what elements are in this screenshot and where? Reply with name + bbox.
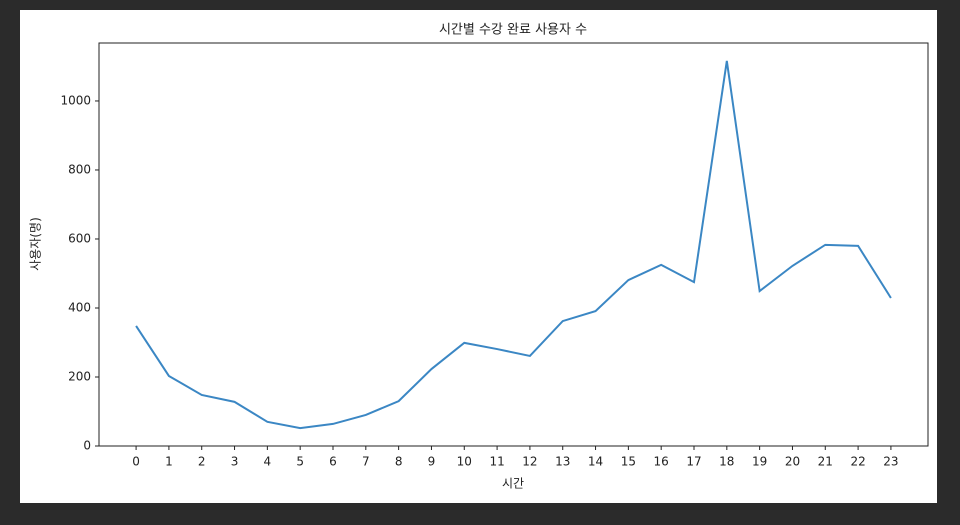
x-tick-label: 1 [165,455,173,469]
figure [20,10,937,503]
x-tick-label: 8 [395,455,403,469]
x-axis-label: 시간 [502,477,524,491]
x-tick-label: 7 [362,455,370,469]
x-tick-label: 17 [686,455,701,469]
x-tick-label: 0 [132,455,140,469]
x-tick-label: 11 [489,455,504,469]
x-tick-label: 3 [231,455,239,469]
y-tick-label: 400 [68,300,91,314]
y-tick-label: 200 [68,369,91,383]
y-axis-label: 사용자(명) [29,217,43,271]
y-tick-label: 800 [68,162,91,176]
chart-title: 시간별 수강 완료 사용자 수 [439,23,587,38]
x-tick-label: 5 [296,455,304,469]
x-tick-label: 9 [428,455,436,469]
plot-frame [98,42,929,447]
line-series [135,60,892,430]
x-tick-label: 21 [818,455,833,469]
y-tick-label: 1000 [60,93,91,107]
x-tick-label: 19 [752,455,767,469]
x-tick-label: 6 [329,455,337,469]
x-tick-label: 4 [264,455,272,469]
x-tick-label: 2 [198,455,206,469]
x-tick-label: 20 [785,455,800,469]
x-tick-label: 10 [457,455,472,469]
x-tick-label: 12 [522,455,537,469]
x-tick-label: 23 [883,455,898,469]
x-tick-label: 15 [621,455,636,469]
y-tick-label: 600 [68,231,91,245]
x-tick-label: 18 [719,455,734,469]
y-tick-label: 0 [83,439,91,453]
x-tick-label: 14 [588,455,603,469]
x-tick-label: 22 [850,455,865,469]
x-tick-label: 16 [654,455,669,469]
x-tick-label: 13 [555,455,570,469]
